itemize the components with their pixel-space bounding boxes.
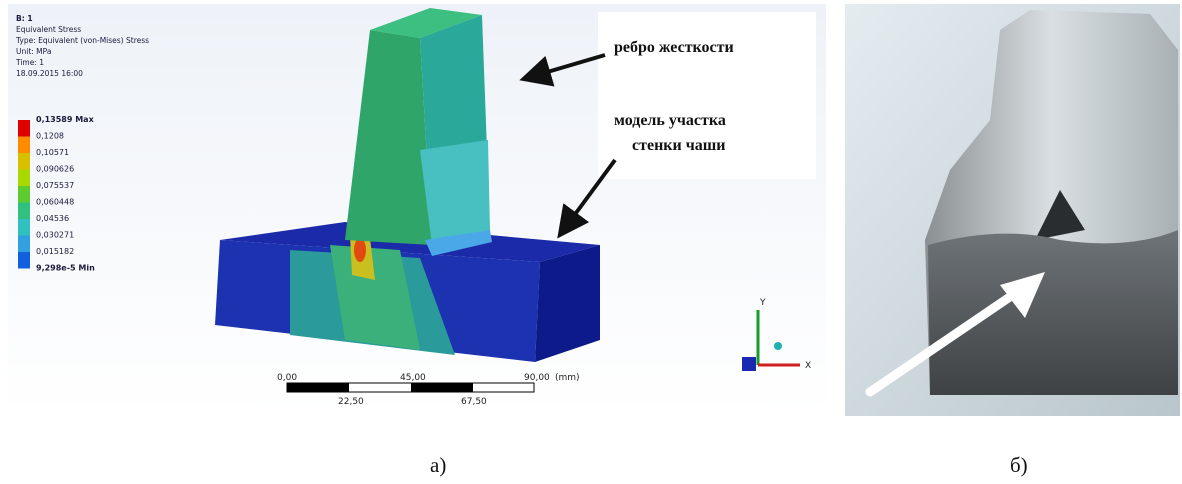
header-line: Equivalent Stress xyxy=(16,25,81,34)
legend-swatch xyxy=(18,120,30,137)
caption: а) xyxy=(430,453,446,477)
worn-zone xyxy=(928,230,1178,395)
rib-right-lower xyxy=(420,140,490,245)
callout: ребро жесткости xyxy=(614,39,734,56)
legend-label: 0,075537 xyxy=(36,181,74,190)
figure: B: 1 Equivalent Stress Type: Equivalent … xyxy=(0,0,1182,484)
legend-swatch xyxy=(18,170,30,187)
scale-label: 0,00 xyxy=(277,373,297,383)
triad-origin xyxy=(774,342,782,350)
legend-swatch xyxy=(18,153,30,170)
legend-swatch xyxy=(18,219,30,236)
legend-label: 0,1208 xyxy=(36,132,64,141)
scale-bar-segment xyxy=(411,383,473,392)
legend-swatch xyxy=(18,203,30,220)
header-line: Type: Equivalent (von-Mises) Stress xyxy=(15,36,149,45)
header-line: Time: 1 xyxy=(15,58,44,67)
legend-swatch xyxy=(18,252,30,269)
scale-bar-segment xyxy=(287,383,349,392)
triad-z xyxy=(742,357,756,371)
legend-swatch xyxy=(18,186,30,203)
legend-label: 0,04536 xyxy=(36,214,69,223)
scale-label: 22,50 xyxy=(338,397,364,407)
caption: б) xyxy=(1010,453,1028,477)
header-line: Unit: MPa xyxy=(16,47,51,56)
callout: стенки чаши xyxy=(632,137,725,154)
legend-swatch xyxy=(18,137,30,154)
scale-label: 67,50 xyxy=(461,397,487,407)
legend-label: 9,298e-5 Min xyxy=(36,264,95,273)
stress-max xyxy=(354,238,366,262)
legend-label: 0,030271 xyxy=(36,231,74,240)
scale-label: 90,00 xyxy=(524,373,550,383)
scale-label: 45,00 xyxy=(400,373,426,383)
legend-label: 0,090626 xyxy=(36,165,74,174)
header-line: 18.09.2015 16:00 xyxy=(16,69,83,78)
triad-label: X xyxy=(805,361,811,371)
callout: модель участка xyxy=(614,112,726,129)
photo xyxy=(845,4,1180,416)
legend-swatch xyxy=(18,236,30,253)
legend-label: 0,060448 xyxy=(36,198,74,207)
legend-label: 0,10571 xyxy=(36,148,69,157)
legend-label: 0,015182 xyxy=(36,247,74,256)
legend-label: 0,13589 Max xyxy=(36,115,95,124)
triad-label: Y xyxy=(759,298,766,308)
header-line: B: 1 xyxy=(16,14,33,23)
scale-unit: (mm) xyxy=(555,373,580,383)
